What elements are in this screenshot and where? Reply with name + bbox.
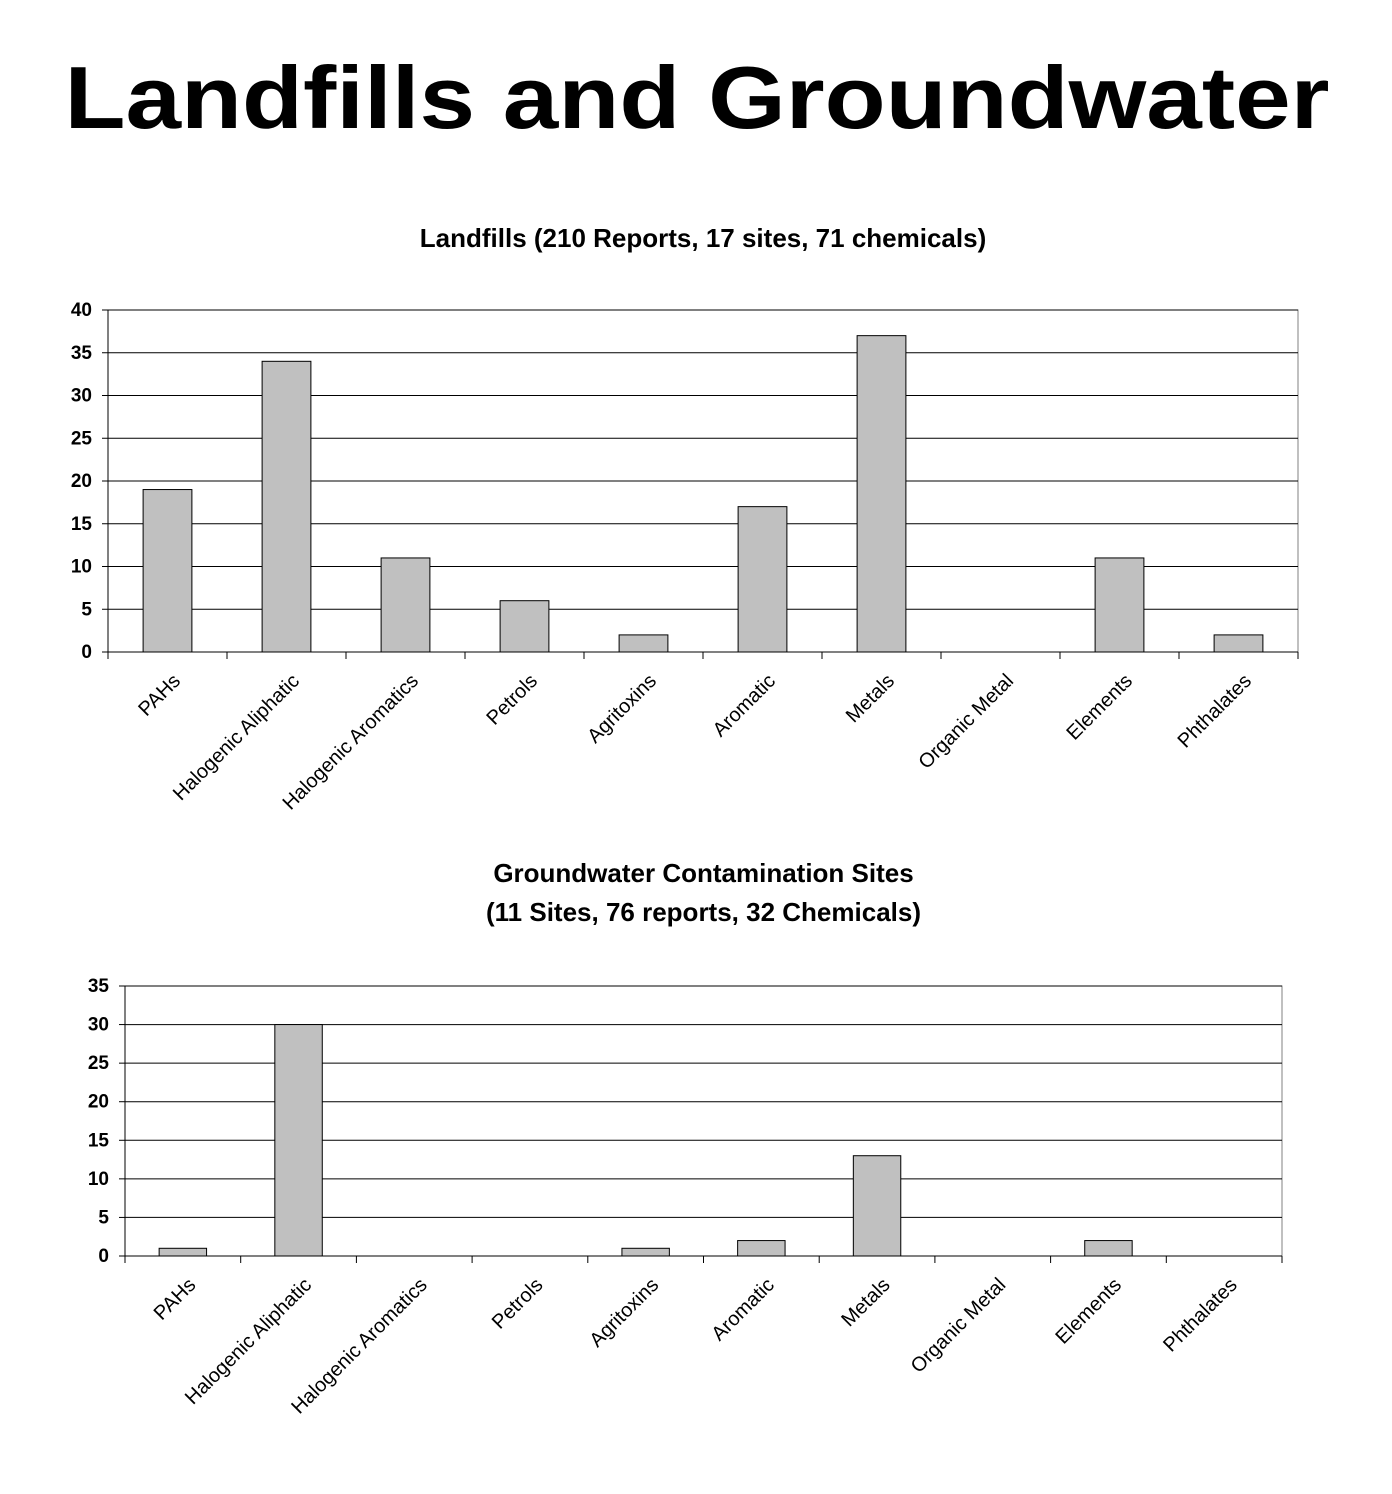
x-tick-label: Halogenic Aliphatic (181, 1274, 316, 1409)
y-tick-label: 5 (81, 599, 92, 620)
bar (274, 1024, 323, 1257)
x-tick-label: Halogenic Aromatics (279, 670, 423, 814)
y-tick-label: 35 (88, 976, 110, 997)
bar (1213, 634, 1264, 653)
x-tick-label: Petrols (488, 1274, 548, 1334)
y-tick-label: 10 (88, 1169, 109, 1190)
y-tick-label: 5 (98, 1207, 109, 1228)
y-tick-label: 35 (71, 343, 93, 364)
bar (618, 634, 669, 653)
bar (261, 360, 312, 653)
x-tick-label: Elements (1063, 670, 1138, 745)
slide-title: Landfills and Groundwater (65, 48, 1330, 147)
bar (142, 489, 193, 653)
x-tick-label: Phthalates (1174, 670, 1256, 752)
x-tick-label: Metals (837, 1274, 894, 1331)
x-tick-label: Petrols (482, 670, 542, 730)
y-tick-label: 20 (88, 1092, 109, 1113)
bar (856, 335, 907, 653)
bar (737, 1240, 786, 1257)
bar (499, 600, 550, 653)
bar (380, 557, 431, 653)
bar (852, 1155, 902, 1257)
bar (1084, 1240, 1133, 1257)
x-tick-label: Aromatic (709, 670, 780, 741)
y-tick-label: 10 (71, 557, 92, 578)
bar (737, 506, 788, 653)
y-tick-label: 0 (98, 1246, 109, 1267)
chart-title: (11 Sites, 76 reports, 32 Chemicals) (486, 897, 921, 927)
y-tick-label: 0 (81, 642, 92, 663)
x-tick-label: Halogenic Aliphatic (169, 670, 304, 805)
bar (1094, 557, 1145, 653)
y-tick-label: 25 (71, 428, 93, 449)
x-tick-label: Organic Metal (907, 1274, 1011, 1378)
x-tick-label: Metals (842, 670, 899, 727)
y-tick-label: 30 (71, 386, 92, 407)
x-tick-label: Agritoxins (586, 1274, 664, 1352)
bar (158, 1247, 208, 1257)
x-tick-label: PAHs (134, 670, 185, 721)
x-tick-label: Organic Metal (914, 670, 1018, 774)
y-tick-label: 15 (88, 1130, 110, 1151)
y-tick-label: 15 (71, 514, 93, 535)
chart-title: Groundwater Contamination Sites (493, 858, 913, 888)
x-tick-label: Aromatic (708, 1274, 779, 1345)
bar (621, 1247, 670, 1257)
y-tick-label: 30 (88, 1015, 109, 1036)
x-tick-label: Elements (1051, 1274, 1126, 1349)
x-tick-label: Phthalates (1159, 1274, 1241, 1356)
y-tick-label: 25 (88, 1053, 110, 1074)
x-tick-label: Agritoxins (583, 670, 661, 748)
y-tick-label: 40 (71, 300, 92, 321)
x-tick-label: PAHs (150, 1274, 201, 1325)
chart-title: Landfills (210 Reports, 17 sites, 71 che… (420, 223, 986, 253)
y-tick-label: 20 (71, 471, 92, 492)
